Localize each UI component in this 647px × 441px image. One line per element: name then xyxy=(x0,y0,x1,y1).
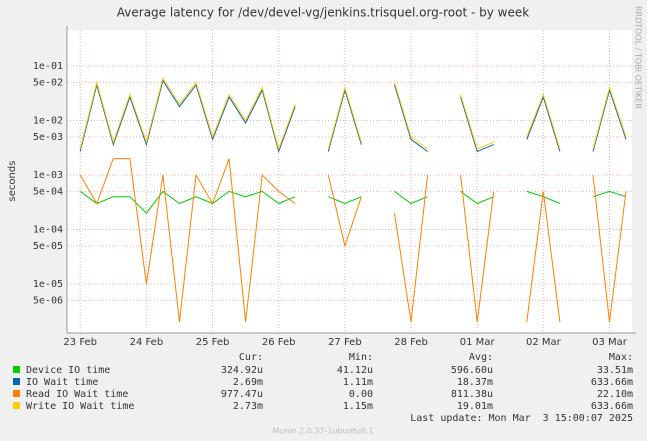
legend-value: 633.66m xyxy=(591,401,633,412)
x-tick-label: 28 Feb xyxy=(394,337,428,348)
x-tick-label: 23 Feb xyxy=(63,337,97,348)
legend-value: 1.15m xyxy=(343,401,373,412)
legend-header: Cur: xyxy=(239,352,263,363)
y-tick-label: 5e-03 xyxy=(33,132,63,143)
y-tick-label: 1e-01 xyxy=(33,61,63,72)
y-tick-label: 5e-05 xyxy=(33,241,63,252)
legend-value: 22.10m xyxy=(597,389,633,400)
legend-label: Device IO time xyxy=(26,365,110,376)
legend-label: Read IO Wait time xyxy=(26,389,128,400)
legend-header: Max: xyxy=(609,352,633,363)
legend-swatch xyxy=(13,390,20,397)
series-line xyxy=(79,190,627,214)
series-line xyxy=(79,76,627,151)
series-line xyxy=(79,79,627,154)
y-tick-label: 1e-04 xyxy=(33,224,63,235)
y-tick-label: 1e-03 xyxy=(33,170,63,181)
y-axis-label: seconds xyxy=(7,161,18,202)
series-line xyxy=(79,158,627,323)
y-tick-label: 5e-06 xyxy=(33,295,63,306)
legend-value: 977.47u xyxy=(221,389,263,400)
legend-value: 2.73m xyxy=(233,401,263,412)
x-tick-label: 01 Mar xyxy=(460,337,496,348)
legend-value: 19.01m xyxy=(457,401,493,412)
legend-label: IO Wait time xyxy=(26,377,98,388)
legend-value: 0.00 xyxy=(349,389,373,400)
legend-header: Avg: xyxy=(469,352,493,363)
legend-header: Min: xyxy=(349,352,373,363)
chart-title: Average latency for /dev/devel-vg/jenkin… xyxy=(117,6,529,20)
x-tick-label: 03 Mar xyxy=(592,337,628,348)
x-tick-label: 26 Feb xyxy=(262,337,296,348)
legend-swatch xyxy=(13,366,20,373)
legend-label: Write IO Wait time xyxy=(26,401,134,412)
legend-value: 2.69m xyxy=(233,377,263,388)
last-update: Last update: Mon Mar 3 15:00:07 2025 xyxy=(410,413,633,424)
y-tick-label: 5e-04 xyxy=(33,186,63,197)
footer: Munin 2.0.37-1ubuntu0.1 xyxy=(272,427,374,436)
legend-swatch xyxy=(13,402,20,409)
side-text: RRDTOOL / TOBI OETIKER xyxy=(634,6,643,109)
legend-value: 811.38u xyxy=(451,389,493,400)
y-tick-label: 1e-05 xyxy=(33,279,63,290)
y-tick-label: 1e-02 xyxy=(33,115,63,126)
x-tick-label: 02 Mar xyxy=(526,337,562,348)
legend-value: 633.66m xyxy=(591,377,633,388)
legend-value: 1.11m xyxy=(343,377,373,388)
plot-area xyxy=(67,30,632,333)
legend-value: 18.37m xyxy=(457,377,493,388)
legend-swatch xyxy=(13,378,20,385)
x-tick-label: 25 Feb xyxy=(196,337,230,348)
legend-value: 41.12u xyxy=(337,365,373,376)
legend-value: 596.60u xyxy=(451,365,493,376)
y-tick-label: 5e-02 xyxy=(33,77,63,88)
legend-value: 33.51m xyxy=(597,365,633,376)
x-tick-label: 24 Feb xyxy=(130,337,164,348)
x-tick-label: 27 Feb xyxy=(328,337,362,348)
legend-value: 324.92u xyxy=(221,365,263,376)
